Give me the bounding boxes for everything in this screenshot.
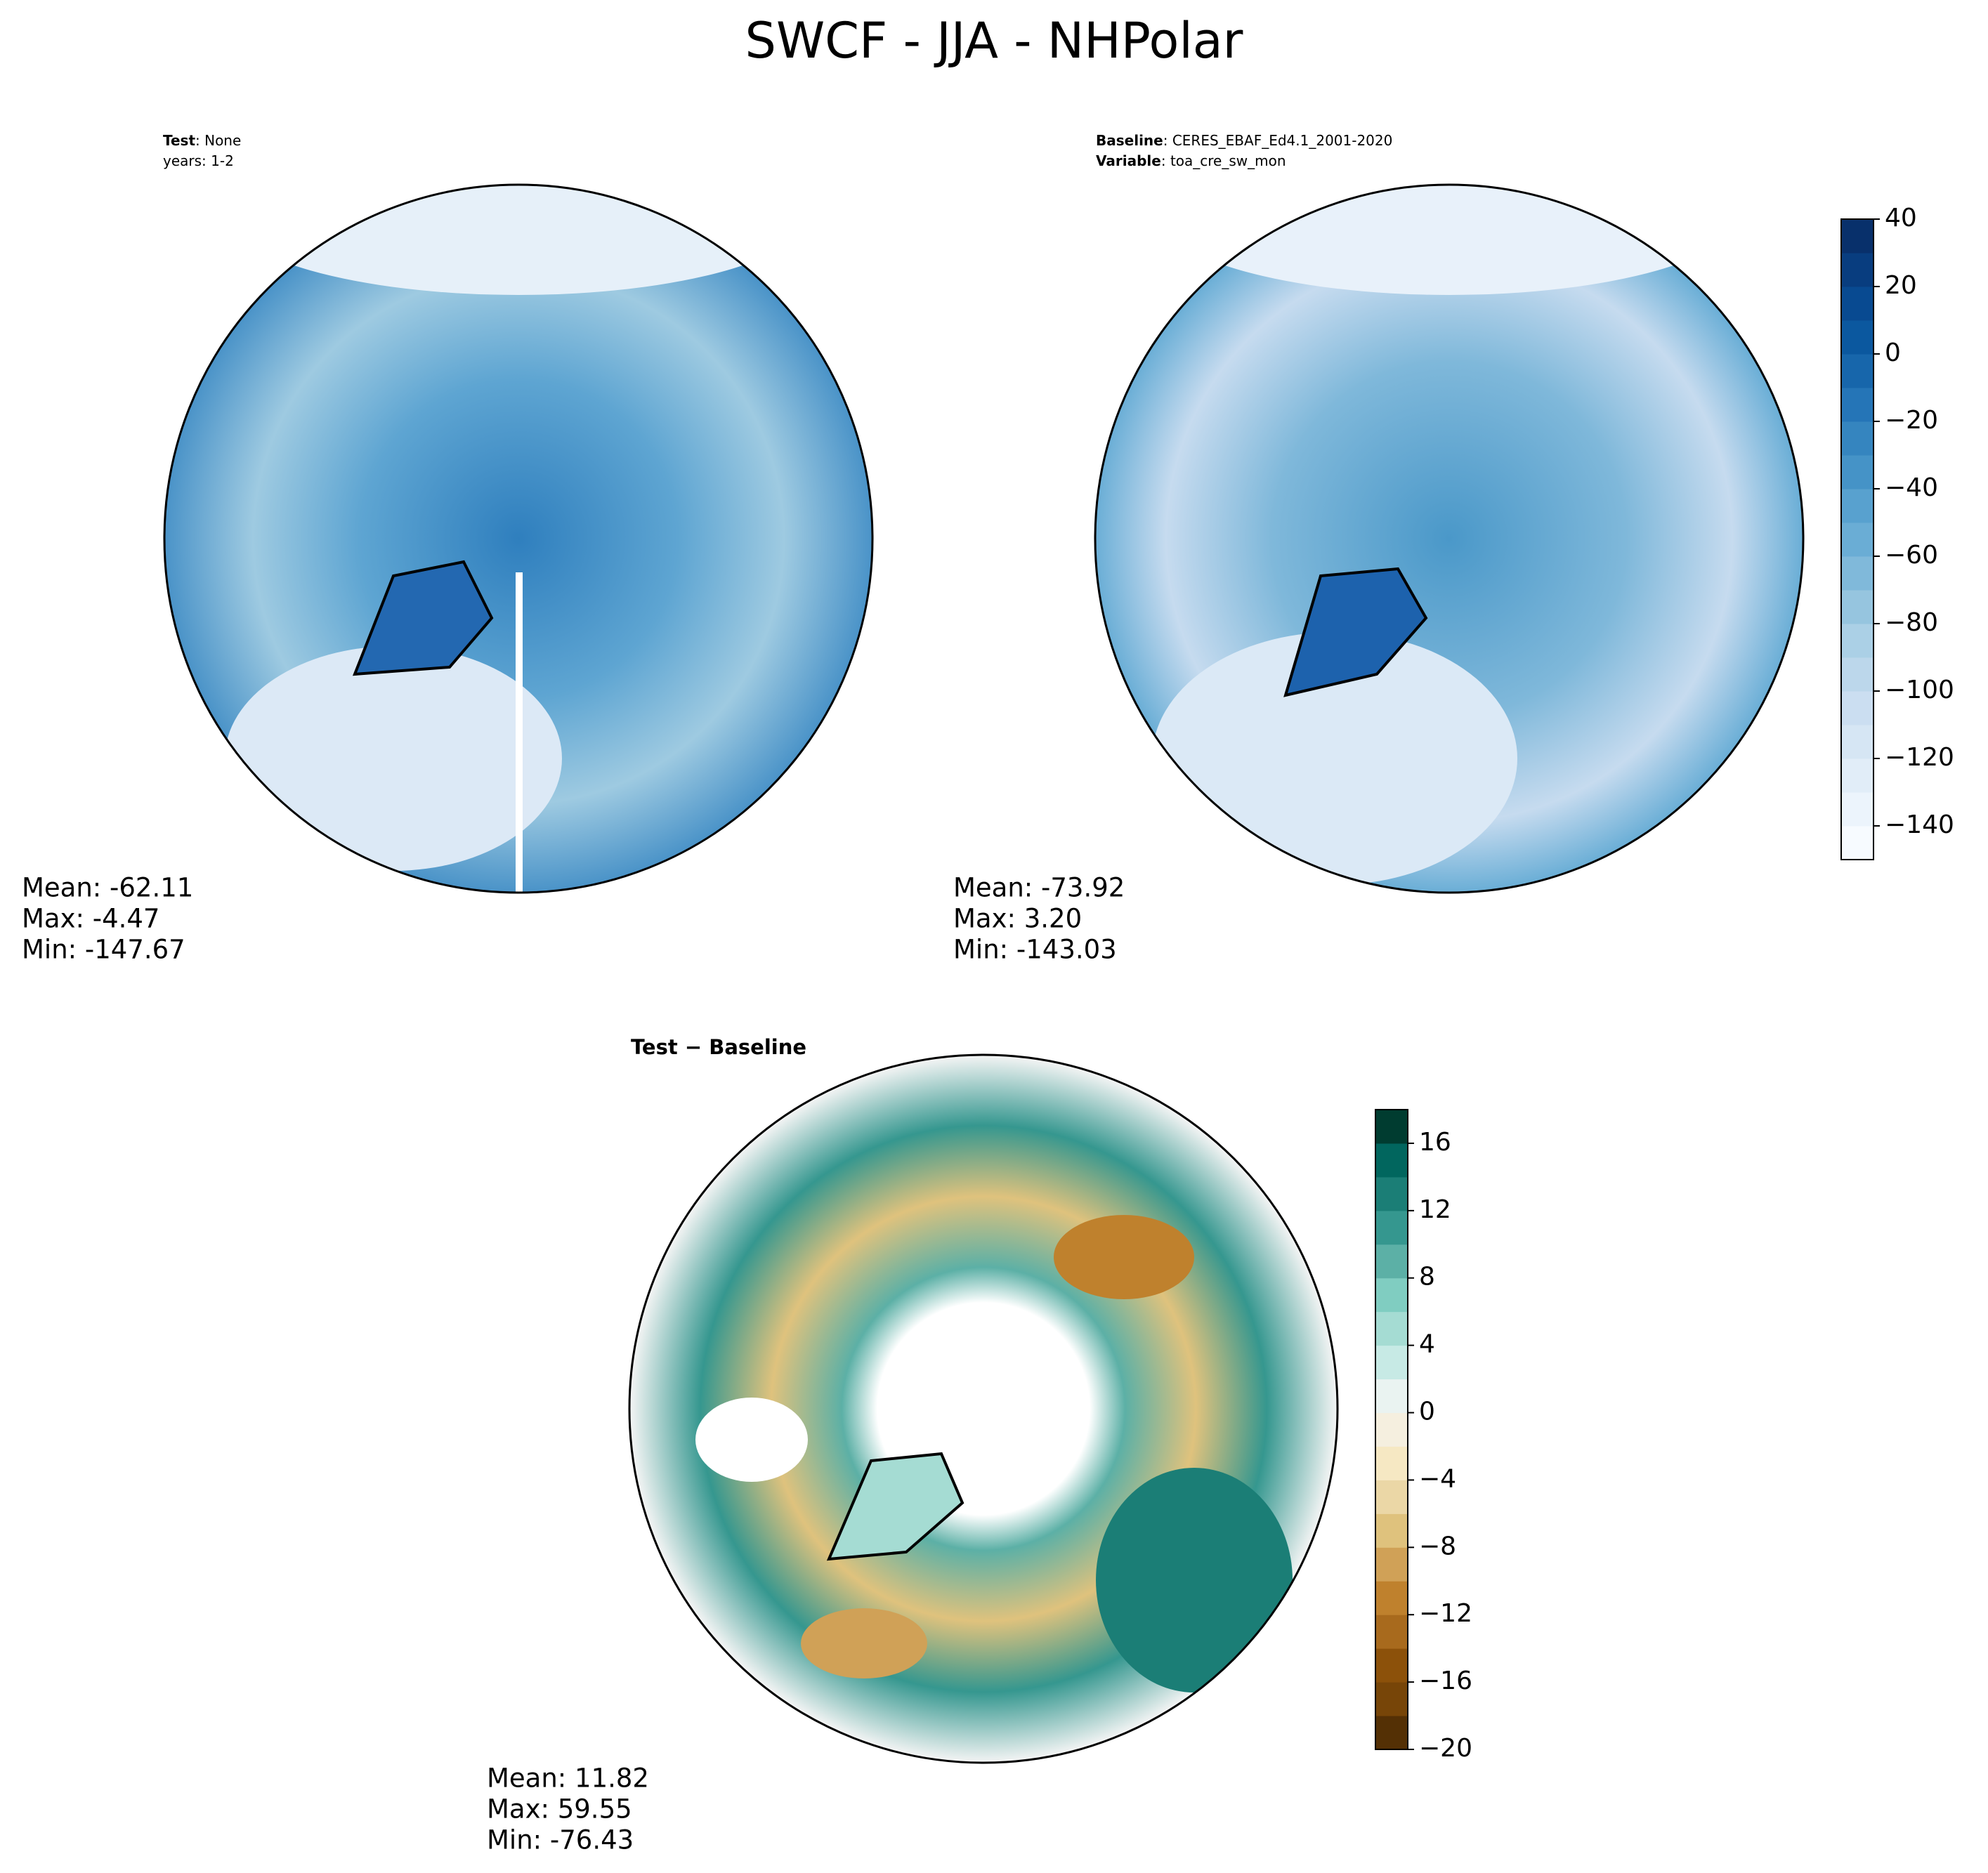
colorbar-band (1375, 1648, 1408, 1683)
colorbar-tick-label: 12 (1419, 1195, 1451, 1224)
figure-title: SWCF - JJA - NHPolar (745, 12, 1243, 70)
colorbar-tick-label: −120 (1885, 743, 1954, 772)
colorbar-band (1375, 1379, 1408, 1414)
colorbar-band (1375, 1110, 1408, 1144)
stat-text: Min: -76.43 (487, 1825, 634, 1855)
stat-text: Max: 3.20 (953, 904, 1082, 934)
colorbar-band (1375, 1345, 1408, 1380)
colorbar-band (1841, 354, 1873, 388)
panel-header: Test: None (163, 132, 241, 149)
stat-text: Max: -4.47 (22, 904, 159, 934)
colorbar-band (1375, 1446, 1408, 1480)
stat-text: Min: -143.03 (953, 935, 1117, 965)
colorbar-tick-label: 8 (1419, 1263, 1435, 1292)
colorbar-band (1841, 691, 1873, 725)
header-text: : CERES_EBAF_Ed4.1_2001-2020 (1163, 132, 1393, 149)
stat-text: Max: 59.55 (487, 1794, 632, 1825)
colorbar-tick-label: 0 (1419, 1398, 1435, 1426)
colorbar-band (1375, 1513, 1408, 1548)
header-text: : toa_cre_sw_mon (1161, 152, 1286, 169)
colorbar-frame (1375, 1109, 1408, 1750)
stat-text: Min: -147.67 (22, 935, 185, 965)
colorbar-tick-label: −8 (1419, 1532, 1456, 1560)
colorbar-band (1375, 1480, 1408, 1514)
panel-header: years: 1-2 (163, 152, 234, 169)
colorbar-tick-label: −40 (1885, 473, 1938, 502)
panel-header: Variable: toa_cre_sw_mon (1096, 152, 1286, 169)
panel-header: Baseline: CERES_EBAF_Ed4.1_2001-2020 (1096, 132, 1392, 149)
map-difference (629, 1055, 1338, 1763)
header-key: Test (163, 132, 195, 149)
stat-text: Mean: -73.92 (953, 873, 1125, 903)
header-key: Variable (1096, 152, 1161, 169)
colorbar-band (1841, 455, 1873, 489)
colorbar-band (1841, 725, 1873, 759)
colorbar-tick-label: −16 (1419, 1667, 1472, 1695)
colorbar-tick-label: −60 (1885, 541, 1938, 570)
stat-text: Mean: -62.11 (22, 873, 193, 903)
colorbar-band (1375, 1143, 1408, 1178)
colorbar-tick-label: 16 (1419, 1128, 1451, 1157)
colorbar-tick-label: 4 (1419, 1330, 1435, 1359)
colorbar-tick-label: −20 (1885, 406, 1938, 435)
colorbar-band (1841, 523, 1873, 557)
colorbar-band (1841, 489, 1873, 523)
colorbar-band (1375, 1277, 1408, 1313)
header-key: Baseline (1096, 132, 1163, 149)
colorbar-tick-label: −4 (1419, 1464, 1456, 1493)
map-frame (1094, 183, 1805, 894)
colorbar-band (1841, 590, 1873, 624)
stat-text: Mean: 11.82 (487, 1763, 649, 1794)
map-baseline (1095, 185, 1803, 893)
colorbar-band (1841, 421, 1873, 456)
colorbar-band (1375, 1311, 1408, 1346)
colorbar-tick-label: −80 (1885, 608, 1938, 637)
colorbar-band (1375, 1547, 1408, 1582)
colorbar-band (1841, 758, 1873, 793)
colorbar-band (1841, 792, 1873, 827)
colorbar-band (1841, 826, 1873, 860)
header-text: years: 1-2 (163, 152, 234, 169)
colorbar-band (1841, 253, 1873, 287)
colorbar-band (1375, 1615, 1408, 1649)
colorbar-tick-label: 20 (1885, 271, 1917, 300)
colorbar-band (1841, 657, 1873, 692)
colorbar-band (1841, 556, 1873, 591)
colorbar-tick-label: −20 (1419, 1734, 1472, 1763)
colorbar-band (1375, 1244, 1408, 1279)
colorbar-tick-label: 40 (1885, 204, 1917, 232)
colorbar-band (1375, 1210, 1408, 1245)
map-frame (163, 183, 874, 894)
colorbar-frame (1840, 218, 1874, 860)
panel-header: Test − Baseline (631, 1035, 806, 1059)
colorbar-tick-label: −12 (1419, 1599, 1472, 1628)
colorbar-tick-label: −140 (1885, 810, 1954, 839)
header-text: : None (195, 132, 241, 149)
colorbar-band (1841, 388, 1873, 422)
colorbar-band (1375, 1412, 1408, 1447)
map-frame (628, 1053, 1339, 1764)
colorbar-band (1841, 219, 1873, 254)
map-test (164, 185, 872, 893)
colorbar-band (1375, 1716, 1408, 1750)
colorbar-tick-label: 0 (1885, 339, 1901, 367)
colorbar-band (1375, 1581, 1408, 1615)
colorbar-band (1375, 1176, 1408, 1211)
colorbar-band (1375, 1682, 1408, 1716)
colorbar-band (1841, 287, 1873, 321)
colorbar-tick-label: −100 (1885, 676, 1954, 704)
header-key: Test − Baseline (631, 1035, 806, 1059)
colorbar-band (1841, 320, 1873, 355)
colorbar-band (1841, 624, 1873, 658)
